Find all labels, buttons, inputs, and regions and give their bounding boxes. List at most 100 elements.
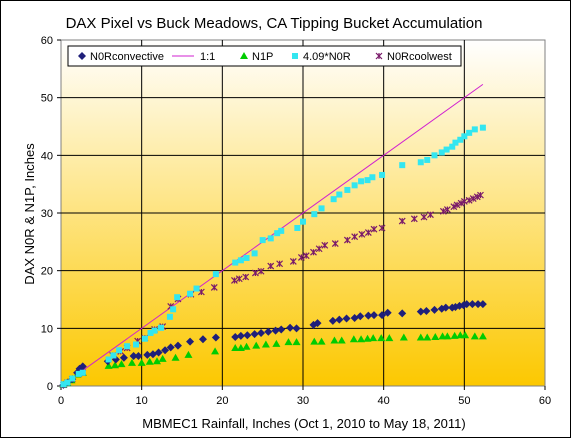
data-point <box>261 340 270 348</box>
legend-swatch <box>292 53 298 59</box>
data-point <box>242 342 251 350</box>
data-point <box>193 285 200 292</box>
x-tick-label: 30 <box>297 395 309 407</box>
data-point <box>351 182 358 189</box>
data-point <box>351 233 359 241</box>
y-tick-label: 0 <box>47 381 53 393</box>
data-point <box>453 201 461 209</box>
data-point <box>471 126 478 133</box>
data-point <box>252 341 261 349</box>
data-point <box>443 206 451 213</box>
data-point <box>431 152 438 159</box>
data-point <box>161 346 170 355</box>
data-point <box>251 269 259 277</box>
data-point <box>119 353 128 362</box>
legend-swatch <box>240 52 248 59</box>
data-point <box>349 335 358 343</box>
data-point <box>154 348 163 357</box>
data-point <box>369 334 378 342</box>
y-tick-label: 50 <box>41 93 53 105</box>
data-point <box>284 338 293 346</box>
data-point <box>443 332 452 340</box>
y-axis-title: DAX N0R & N1P, Inches <box>22 143 37 285</box>
data-point <box>133 341 140 348</box>
legend: N0Rconvective 1:1 N1P 4.09*N0R N0Rcoolwest <box>67 45 462 67</box>
data-point <box>450 203 458 211</box>
data-point <box>377 334 386 342</box>
y-tick-label: 60 <box>41 35 53 47</box>
series-n0rconvective <box>59 300 487 389</box>
data-point <box>430 305 439 314</box>
data-point <box>231 332 240 341</box>
data-point <box>416 307 425 316</box>
data-point <box>236 331 245 340</box>
data-point <box>145 357 154 365</box>
data-point <box>399 333 408 341</box>
data-point <box>465 196 473 204</box>
data-point <box>264 327 273 336</box>
data-point <box>477 191 484 199</box>
data-point <box>127 358 136 366</box>
data-point <box>315 245 323 253</box>
data-point <box>64 379 71 386</box>
data-point <box>370 225 378 233</box>
data-point <box>356 312 365 321</box>
data-point <box>170 306 177 313</box>
data-point <box>318 205 325 212</box>
data-point <box>134 352 143 361</box>
data-point <box>211 347 220 355</box>
legend-label: 1:1 <box>200 51 215 63</box>
data-point <box>416 333 425 341</box>
data-point <box>235 275 243 283</box>
data-point <box>292 324 301 333</box>
x-tick-label: 10 <box>136 395 148 407</box>
data-point <box>251 250 258 257</box>
data-point <box>478 300 487 309</box>
data-point <box>297 253 305 261</box>
data-point <box>331 240 339 247</box>
data-point <box>166 343 175 352</box>
data-point <box>173 341 182 350</box>
data-point <box>363 334 372 342</box>
data-point <box>369 174 376 181</box>
data-point <box>321 241 329 249</box>
x-tick-label: 0 <box>58 395 64 407</box>
data-point <box>231 277 238 284</box>
series-1-1 <box>60 83 484 387</box>
data-point <box>424 156 431 163</box>
data-point <box>277 325 286 334</box>
data-point <box>187 290 194 297</box>
data-point <box>478 332 487 340</box>
data-point <box>342 314 351 323</box>
data-point <box>364 311 373 320</box>
data-point <box>310 248 317 256</box>
data-point <box>242 273 250 281</box>
data-point <box>231 343 240 351</box>
x-tick-label: 50 <box>458 395 470 407</box>
data-point <box>267 235 274 242</box>
data-point <box>328 316 337 325</box>
data-point <box>147 329 154 336</box>
data-point <box>151 327 158 334</box>
data-point <box>427 211 434 219</box>
y-tick-label: 30 <box>41 208 53 220</box>
data-point <box>257 328 266 337</box>
data-point <box>124 343 131 350</box>
data-point <box>364 229 372 237</box>
data-point <box>452 139 459 146</box>
data-point <box>466 129 473 136</box>
legend-swatch <box>78 52 86 60</box>
data-point <box>286 323 295 332</box>
data-point <box>116 347 123 354</box>
x-tick-label: 40 <box>378 395 390 407</box>
legend-item: 1:1 <box>172 51 215 63</box>
data-point <box>330 336 339 344</box>
data-point <box>212 271 219 278</box>
data-point <box>461 133 468 140</box>
data-point <box>110 352 117 359</box>
data-point <box>111 361 120 369</box>
legend-label: N1P <box>252 51 273 63</box>
series-4-09-n0r <box>60 124 486 388</box>
data-point <box>443 146 450 153</box>
